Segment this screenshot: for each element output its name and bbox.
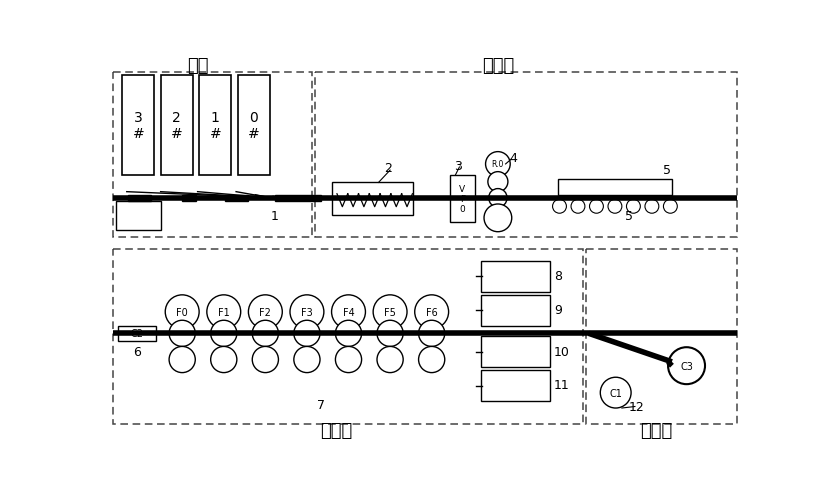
Bar xyxy=(116,202,161,231)
Circle shape xyxy=(207,295,241,329)
Bar xyxy=(450,175,475,223)
Bar xyxy=(117,326,156,341)
Bar xyxy=(481,370,550,401)
Text: 10: 10 xyxy=(554,345,570,358)
Circle shape xyxy=(553,200,567,214)
Text: F4: F4 xyxy=(342,307,355,317)
Circle shape xyxy=(626,200,640,214)
Bar xyxy=(199,76,232,175)
Circle shape xyxy=(418,321,445,346)
Circle shape xyxy=(248,295,282,329)
Text: 炉区: 炉区 xyxy=(186,57,209,75)
Circle shape xyxy=(608,200,622,214)
Circle shape xyxy=(668,347,705,385)
Text: R.0: R.0 xyxy=(492,160,504,169)
Circle shape xyxy=(169,346,196,373)
Text: 1
#: 1 # xyxy=(210,110,221,141)
Bar xyxy=(129,195,152,202)
Text: 7: 7 xyxy=(317,398,325,411)
Circle shape xyxy=(377,321,403,346)
Text: F6: F6 xyxy=(426,307,437,317)
Circle shape xyxy=(488,172,508,192)
Circle shape xyxy=(252,346,279,373)
Text: F0: F0 xyxy=(177,307,188,317)
Bar xyxy=(161,76,193,175)
Circle shape xyxy=(165,295,199,329)
Bar xyxy=(122,76,154,175)
Text: F1: F1 xyxy=(218,307,229,317)
Text: F2: F2 xyxy=(259,307,271,317)
Text: 2
#: 2 # xyxy=(171,110,182,141)
Text: 11: 11 xyxy=(554,379,570,392)
Text: 8: 8 xyxy=(554,269,562,283)
Text: V
F
0: V F 0 xyxy=(460,184,465,214)
Circle shape xyxy=(484,204,512,232)
Circle shape xyxy=(571,200,585,214)
Circle shape xyxy=(336,321,361,346)
Bar xyxy=(481,295,550,326)
Bar xyxy=(275,195,321,202)
Text: 精轧区: 精轧区 xyxy=(320,421,352,439)
Circle shape xyxy=(336,346,361,373)
Circle shape xyxy=(373,295,407,329)
Circle shape xyxy=(290,295,324,329)
Text: 4: 4 xyxy=(509,152,517,165)
Bar xyxy=(558,180,672,195)
Circle shape xyxy=(488,189,507,207)
Text: 1: 1 xyxy=(271,210,279,223)
Bar xyxy=(481,262,550,292)
Text: C1: C1 xyxy=(609,388,622,398)
Bar xyxy=(586,249,737,425)
Circle shape xyxy=(377,346,403,373)
Circle shape xyxy=(486,152,510,177)
Text: 0
#: 0 # xyxy=(248,110,260,141)
Circle shape xyxy=(294,321,320,346)
Circle shape xyxy=(332,295,365,329)
Circle shape xyxy=(169,321,196,346)
Text: F3: F3 xyxy=(301,307,313,317)
Circle shape xyxy=(601,377,631,408)
Text: 卷取区: 卷取区 xyxy=(640,421,672,439)
Circle shape xyxy=(415,295,449,329)
Text: C3: C3 xyxy=(680,361,693,371)
Circle shape xyxy=(210,321,237,346)
Bar xyxy=(314,72,737,238)
Circle shape xyxy=(210,346,237,373)
Circle shape xyxy=(663,200,677,214)
Bar xyxy=(182,195,196,202)
Text: 3
#: 3 # xyxy=(133,110,144,141)
Circle shape xyxy=(645,200,659,214)
Text: F5: F5 xyxy=(384,307,396,317)
Text: 5: 5 xyxy=(663,163,672,177)
Bar xyxy=(113,249,582,425)
Bar xyxy=(224,195,247,202)
Text: 2: 2 xyxy=(384,162,392,175)
Text: 3: 3 xyxy=(454,160,462,173)
Circle shape xyxy=(590,200,603,214)
Bar xyxy=(332,183,413,215)
Text: 6: 6 xyxy=(134,346,141,359)
Text: 9: 9 xyxy=(554,304,562,316)
Bar xyxy=(481,337,550,367)
Bar xyxy=(238,76,270,175)
Text: 5: 5 xyxy=(625,210,633,223)
Text: C2: C2 xyxy=(130,328,144,339)
Circle shape xyxy=(252,321,279,346)
Text: 粗轧区: 粗轧区 xyxy=(482,57,514,75)
Bar xyxy=(113,72,312,238)
Circle shape xyxy=(294,346,320,373)
Text: 12: 12 xyxy=(629,400,644,413)
Circle shape xyxy=(418,346,445,373)
